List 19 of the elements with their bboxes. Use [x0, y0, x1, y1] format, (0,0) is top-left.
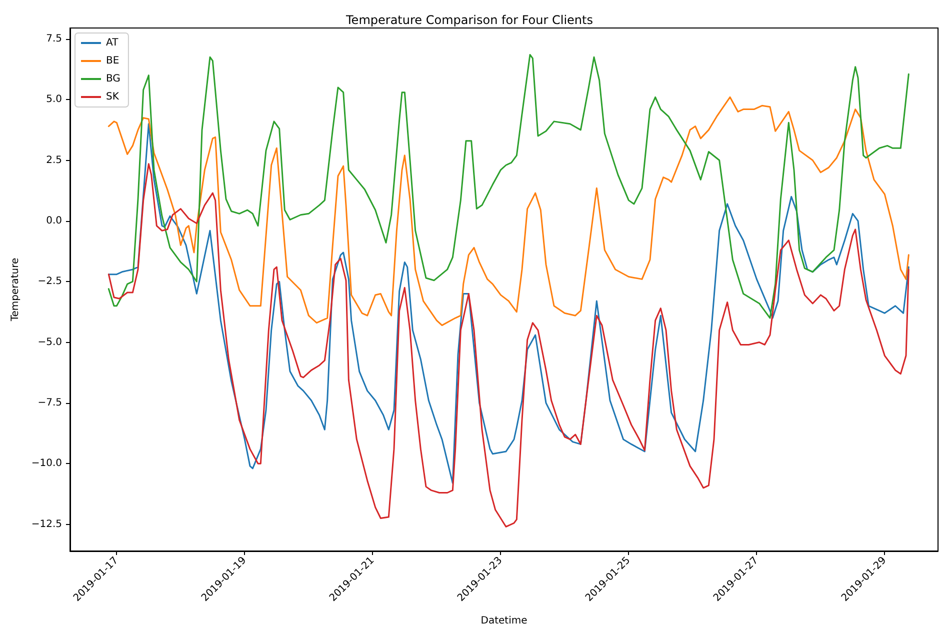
y-tick-label: −5.0 — [38, 336, 62, 348]
y-tick-label: 5.0 — [46, 94, 62, 106]
line-series — [108, 123, 910, 484]
y-tick-label: −10.0 — [31, 458, 62, 470]
legend-label: SK — [106, 92, 120, 102]
y-tick-label: −2.5 — [38, 276, 62, 288]
y-tick-label: −7.5 — [38, 397, 62, 408]
line-series — [108, 163, 910, 528]
y-axis-title: Temperature — [10, 258, 21, 322]
y-tick-label: 0.0 — [46, 215, 62, 226]
chart-title: Temperature Comparison for Four Clients — [345, 13, 593, 27]
x-axis-title: Datetime — [480, 616, 528, 626]
legend-label: BG — [106, 74, 120, 84]
legend-label: AT — [106, 38, 120, 48]
y-tick-label: −12.5 — [31, 518, 62, 530]
y-tick-label: 2.5 — [46, 154, 62, 166]
y-tick-label: 7.5 — [46, 33, 62, 44]
line-series — [108, 54, 910, 319]
legend-label: BE — [106, 56, 120, 66]
